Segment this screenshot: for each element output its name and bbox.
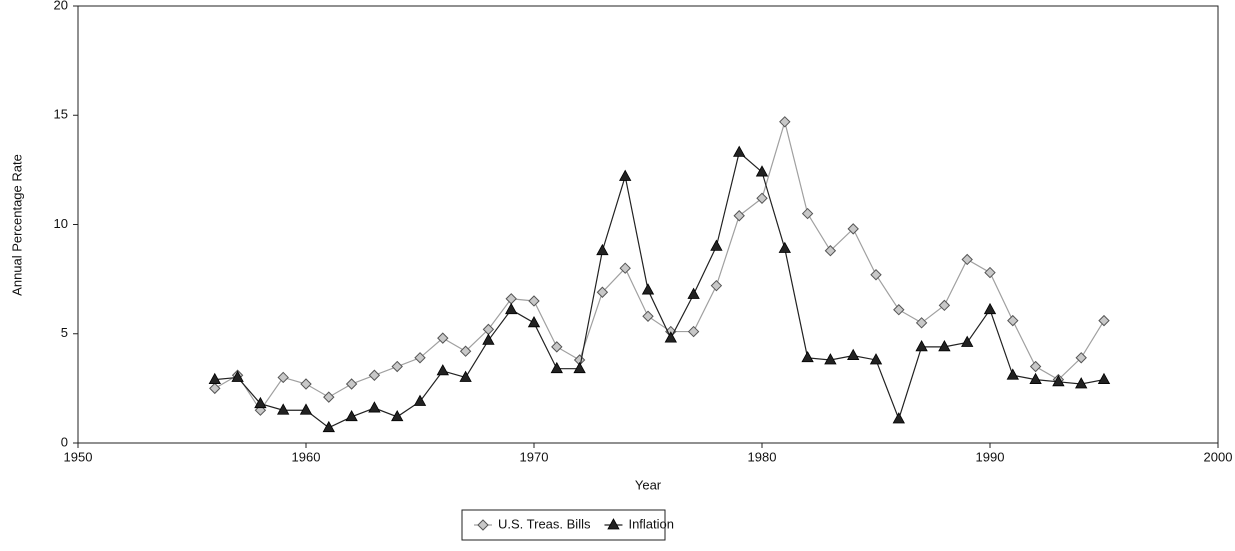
diamond-marker (505, 293, 517, 305)
triangle-marker (1052, 374, 1065, 387)
diamond-marker (801, 207, 814, 220)
triangle-marker (1029, 372, 1042, 385)
legend-label: U.S. Treas. Bills (498, 516, 591, 531)
triangle-marker (1075, 377, 1088, 389)
diamond-marker (345, 378, 358, 390)
y-tick-label: 15 (54, 107, 68, 122)
triangle-marker (915, 340, 928, 352)
triangle-marker (459, 370, 472, 382)
diamond-marker (1029, 360, 1042, 373)
triangle-marker (778, 241, 791, 253)
diamond-marker (551, 341, 563, 353)
x-axis-label: Year (635, 477, 662, 492)
triangle-marker (277, 403, 290, 415)
diamond-marker (437, 332, 449, 344)
diamond-marker (277, 371, 289, 384)
diamond-marker (870, 269, 882, 281)
diamond-marker (368, 369, 381, 381)
triangle-marker (208, 372, 221, 385)
diamond-marker (687, 325, 700, 338)
diamond-marker (619, 262, 631, 274)
triangle-marker (801, 350, 814, 363)
triangle-marker (733, 145, 746, 157)
triangle-marker (345, 409, 358, 422)
triangle-marker (607, 518, 620, 530)
diamond-marker (984, 266, 996, 279)
x-tick-label: 1970 (520, 449, 549, 464)
triangle-marker (824, 353, 837, 365)
diamond-marker (1098, 314, 1110, 327)
plot-area (77, 5, 1219, 444)
diamond-marker (642, 310, 654, 322)
diamond-marker (710, 279, 723, 292)
y-tick-label: 5 (61, 325, 68, 340)
triangle-marker (641, 283, 655, 295)
triangle-marker (299, 403, 313, 415)
y-tick-label: 20 (54, 0, 68, 12)
triangle-marker (961, 335, 974, 347)
legend-label: Inflation (628, 516, 674, 531)
triangle-marker (231, 370, 244, 382)
x-tick-label: 2000 (1204, 449, 1233, 464)
y-tick-label: 0 (61, 434, 68, 449)
triangle-marker (391, 409, 404, 422)
triangle-marker (254, 396, 267, 409)
diamond-marker (1075, 352, 1087, 364)
diamond-marker (938, 299, 951, 312)
triangle-marker (892, 412, 905, 424)
y-tick-label: 10 (54, 216, 68, 231)
triangle-marker (664, 331, 677, 343)
triangle-marker (596, 243, 609, 256)
triangle-marker (413, 394, 427, 406)
triangle-marker (869, 353, 883, 365)
triangle-marker (482, 333, 495, 345)
diamond-marker (528, 295, 540, 307)
diamond-marker (733, 210, 745, 222)
diamond-marker (779, 116, 791, 128)
x-tick-label: 1950 (64, 449, 93, 464)
diamond-marker (596, 286, 609, 298)
triangle-marker (368, 401, 381, 413)
diamond-marker (915, 317, 928, 329)
triangle-marker (938, 340, 951, 352)
diamond-marker (300, 378, 312, 390)
triangle-marker (687, 287, 700, 299)
diamond-marker (414, 352, 426, 364)
triangle-marker (322, 420, 335, 433)
triangle-marker (573, 361, 586, 374)
diamond-marker (893, 304, 905, 316)
triangle-marker (1097, 372, 1111, 385)
triangle-marker (755, 165, 769, 177)
diamond-marker (209, 382, 221, 395)
series-line (214, 151, 1105, 429)
diamond-marker (459, 345, 472, 357)
legend-box (461, 509, 666, 541)
diamond-marker (756, 192, 768, 204)
diamond-marker (847, 223, 859, 235)
diamond-marker (824, 245, 837, 257)
triangle-marker (527, 315, 541, 328)
triangle-marker (983, 302, 997, 315)
diamond-marker (1007, 314, 1019, 327)
triangle-marker (847, 348, 860, 360)
diamond-marker (323, 391, 335, 403)
triangle-marker (436, 364, 449, 376)
y-axis-label: Annual Percentage Rate (9, 154, 24, 296)
diamond-marker (961, 253, 973, 266)
x-tick-label: 1960 (292, 449, 321, 464)
x-tick-label: 1990 (976, 449, 1005, 464)
diamond-marker (391, 360, 403, 373)
series-line (214, 119, 1105, 412)
triangle-marker (619, 169, 632, 181)
triangle-marker (505, 302, 518, 315)
x-tick-label: 1980 (748, 449, 777, 464)
triangle-marker (710, 239, 723, 251)
triangle-marker (550, 361, 563, 374)
diamond-marker (477, 519, 489, 531)
triangle-marker (1006, 368, 1019, 380)
